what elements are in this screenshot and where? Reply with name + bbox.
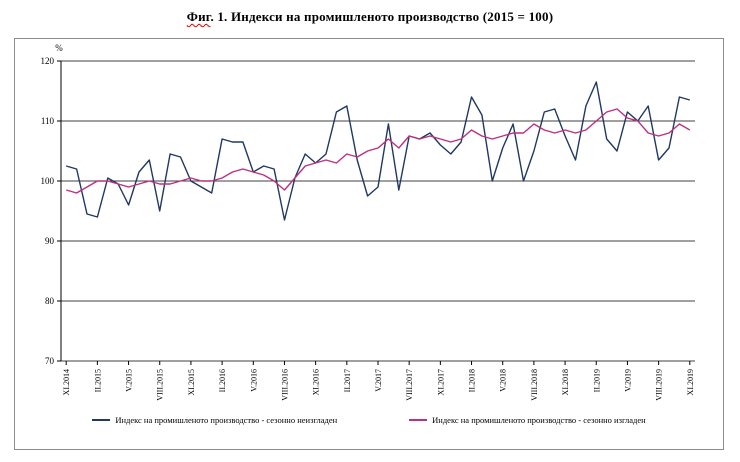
y-tick-label: 110 [41,116,55,126]
x-tick-label: VIII.2019 [655,369,664,401]
production-index-line-chart: 70 80 90 100 110 120% XI.2014 II.2015 V.2015 VIII… [41,43,695,401]
chart-title: Фиг. 1. Индекси на промишленото производ… [0,0,740,25]
x-tick-label: XI.2017 [436,369,445,395]
unadjusted-line-swatch [92,419,111,421]
y-tick-label: 90 [45,236,55,246]
title-word-fig: Фиг [186,9,211,24]
series-line-0 [66,81,690,221]
x-tick-label: XI.2018 [561,369,570,395]
x-tick-label: II.2016 [218,369,227,392]
x-tick-label: V.2019 [623,369,632,392]
x-tick-label: VIII.2016 [280,369,289,401]
x-tick-label: V.2015 [125,369,134,392]
legend-item-unadjusted: Индекс на промишленото производство - се… [92,415,337,425]
adjusted-line-swatch [409,419,428,421]
x-tick-label: V.2018 [499,369,508,392]
y-tick-label: 100 [41,176,55,186]
legend-item-adjusted: Индекс на промишленото производство - се… [409,415,646,425]
x-tick-label: V.2017 [374,369,383,392]
legend-label-adjusted: Индекс на промишленото производство - се… [432,415,646,425]
y-axis-unit-label: % [55,43,63,53]
x-tick-label: XI.2014 [62,369,71,395]
x-tick-label: VIII.2015 [156,369,165,401]
x-tick-label: II.2018 [468,369,477,392]
x-tick-label: XI.2015 [187,369,196,395]
x-tick-label: II.2019 [592,369,601,392]
x-tick-label: II.2017 [343,369,352,392]
legend: Индекс на промишленото производство - се… [15,415,723,425]
x-tick-label: XI.2019 [686,369,695,395]
y-tick-label: 120 [41,56,55,66]
title-rest: . 1. Индекси на промишленото производств… [210,9,554,24]
x-tick-label: VIII.2018 [530,369,539,401]
x-tick-label: XI.2016 [312,369,321,395]
y-tick-label: 70 [45,356,55,366]
chart-frame: 70 80 90 100 110 120% XI.2014 II.2015 V.2015 VIII… [14,38,724,450]
legend-label-unadjusted: Индекс на промишленото производство - се… [115,415,338,425]
x-tick-label: V.2016 [249,369,258,392]
y-tick-label: 80 [45,296,55,306]
series-line-1 [66,108,691,194]
x-tick-label: II.2015 [93,369,102,392]
x-tick-label: VIII.2017 [405,369,414,401]
